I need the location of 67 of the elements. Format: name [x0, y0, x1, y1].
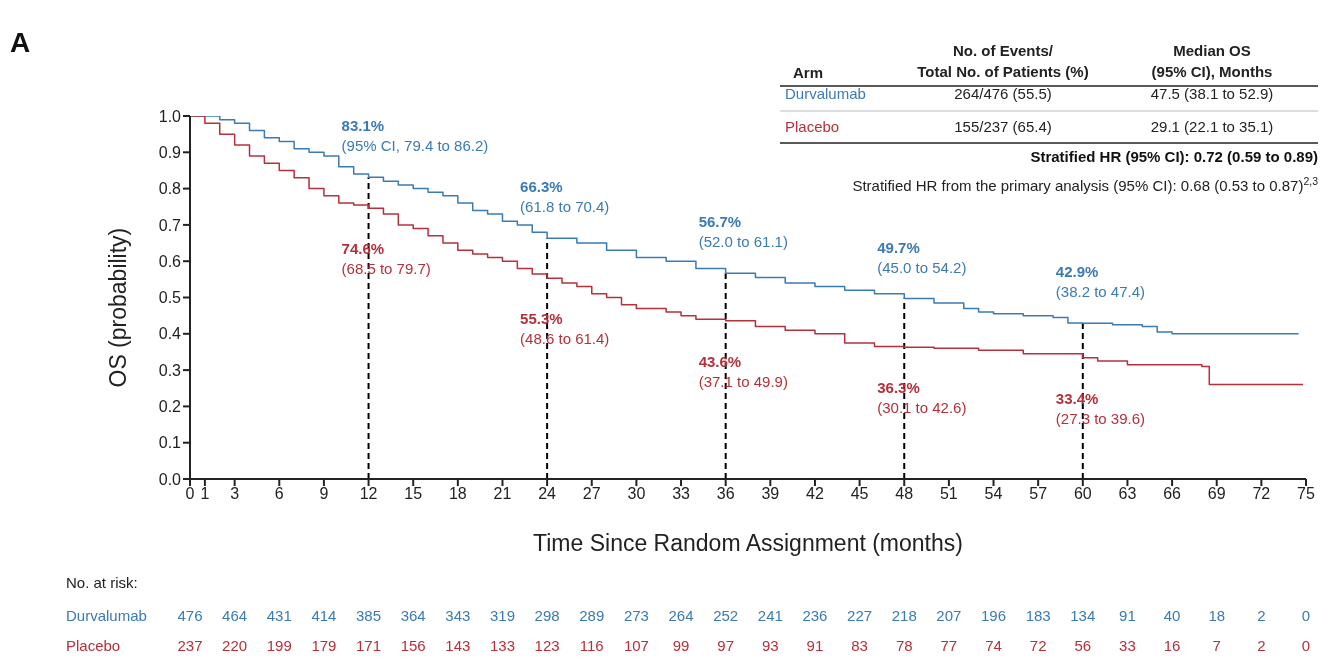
text: A [10, 27, 31, 58]
x-tick-label: 3 [230, 485, 240, 503]
x-tick-label: 45 [850, 485, 869, 503]
x-tick-label: 66 [1163, 485, 1182, 503]
annotation: 29.1 (22.1 to 35.1) [1150, 118, 1274, 135]
x-tick-label: 48 [895, 485, 914, 503]
y-tick-label: 0.6 [158, 252, 182, 270]
annotation: Stratified HR from the primary analysis (95% CI): 0.68 (0.53 to 0.87)$^{2,3}$ [852, 175, 1319, 194]
text: Placebo [785, 118, 840, 135]
annotation: 155/237 (65.4) [954, 118, 1052, 135]
x-tick-label: 24 [538, 485, 557, 503]
y-tick-label: 1.0 [158, 107, 182, 125]
text: Placebo [66, 637, 121, 654]
annotation: 43.6% (37.1 to 49.9) [698, 352, 788, 390]
x-tick-label: 42 [806, 485, 824, 503]
y-tick-label: 0.8 [158, 180, 182, 198]
y-axis-title: OS (probability) [105, 227, 132, 388]
y-tick-label: 0.7 [158, 216, 182, 234]
x-tick-label: 21 [493, 485, 512, 503]
annotation: 66.3% (61.8 to 70.4) [520, 178, 610, 216]
x-tick-label: 60 [1073, 485, 1092, 503]
x-tick-label: 27 [582, 485, 601, 503]
text: 264/476 (55.5) [954, 85, 1052, 102]
y-tick-label: 0.3 [158, 361, 182, 379]
annotation: 36.3% (30.1 to 42.6) [877, 379, 967, 417]
x-tick-label: 54 [984, 485, 1003, 503]
annotation: 56.7% (52.0 to 61.1) [698, 213, 788, 251]
annotation: 83.1% (95% CI, 79.4 to 86.2) [341, 117, 489, 155]
x-tick-label: 63 [1118, 485, 1137, 503]
y-tick-label: 0.4 [158, 325, 182, 343]
x-tick-label: 33 [672, 485, 691, 503]
annotation: 33.4% (27.3 to 39.6) [1055, 389, 1146, 427]
x-tick-label: 6 [274, 485, 284, 503]
text: Durvalumab [785, 85, 866, 102]
y-tick-label: 0.0 [158, 470, 182, 488]
y-tick-label: 0.2 [158, 398, 182, 416]
x-tick-label: 75 [1297, 485, 1315, 503]
annotation: 74.6% (68.5 to 79.7) [341, 240, 431, 278]
x-tick-label: 36 [716, 485, 735, 503]
x-axis-title: Time Since Random Assignment (months) [533, 530, 963, 556]
text: No. of Events/ Total No. of Patients (%) [917, 42, 1089, 80]
text: Arm [793, 64, 824, 81]
text: No. at risk: [66, 574, 138, 591]
text: Durvalumab [66, 607, 147, 624]
text: Median OS (95% CI), Months [1151, 42, 1273, 80]
annotation: 55.3% (48.6 to 61.4) [520, 310, 610, 348]
annotation: 42.9% (38.2 to 47.4) [1055, 263, 1146, 301]
x-tick-label: 15 [404, 485, 423, 503]
x-tick-label: 0 [185, 485, 195, 503]
x-tick-label: 69 [1207, 485, 1226, 503]
y-tick-label: 0.9 [158, 143, 182, 161]
x-tick-label: 1 [200, 485, 210, 503]
y-tick-label: 0.5 [158, 289, 182, 307]
x-tick-label: 18 [448, 485, 467, 503]
x-tick-label: 51 [939, 485, 958, 503]
annotation: Stratified HR (95% CI): 0.72 (0.59 to 0.89) [1030, 148, 1318, 165]
x-tick-label: 39 [761, 485, 780, 503]
text: 47.5 (38.1 to 52.9) [1150, 85, 1274, 102]
x-tick-label: 57 [1029, 485, 1048, 503]
y-tick-label: 0.1 [158, 434, 182, 452]
x-tick-label: 30 [627, 485, 646, 503]
x-tick-label: 9 [319, 485, 329, 503]
x-tick-label: 72 [1252, 485, 1271, 503]
annotation: 49.7% (45.0 to 54.2) [877, 238, 967, 276]
text: 476 464 431 414 385 364 343 319 298 289 273 264 252 241 236 227 218 207 196 183 134 91 40 18 2 0 [177, 607, 1311, 624]
x-tick-label: 12 [359, 485, 378, 503]
text: 237 220 199 179 171 156 143 133 123 116 107 99 97 93 91 83 78 77 74 72 56 33 16 7 2 0 [177, 637, 1311, 654]
